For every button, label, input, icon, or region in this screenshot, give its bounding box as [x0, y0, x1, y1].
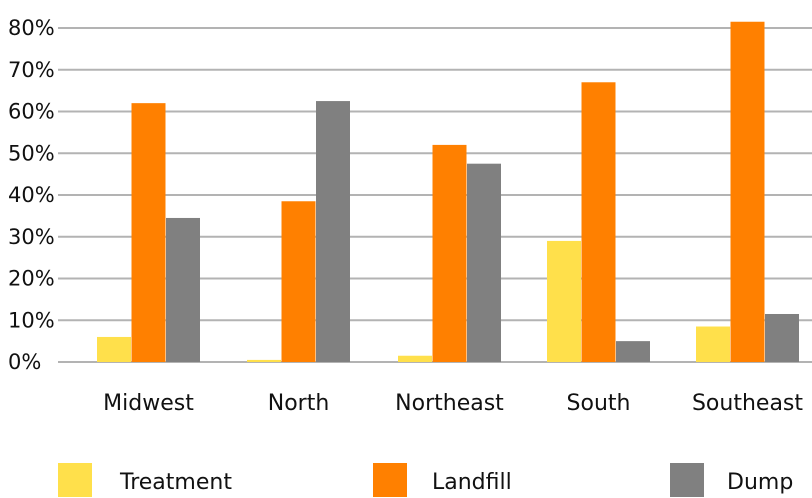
y-tick-label: 40% [8, 183, 55, 207]
y-tick-label: 10% [8, 308, 55, 332]
y-tick-label: 30% [8, 225, 55, 249]
bar-treatment-northeast [398, 355, 432, 362]
bar-landfill-south [581, 82, 616, 363]
bar-landfill-north [281, 201, 316, 362]
legend-label-landfill: Landfill [432, 470, 512, 495]
x-axis-category-labels: Midwest North Northeast South Southeast [103, 391, 803, 416]
bar-treatment-southeast [696, 326, 730, 362]
legend-label-dump: Dump [727, 470, 793, 495]
bar-landfill-southeast [730, 21, 765, 363]
x-category-label: Southeast [692, 391, 803, 416]
x-category-label: North [268, 391, 330, 416]
y-tick-label: 80% [8, 16, 55, 40]
y-tick-label: 20% [8, 267, 55, 291]
x-category-label: Northeast [395, 391, 504, 416]
bar-landfill-northeast [432, 144, 467, 362]
y-tick-label: 0% [8, 350, 41, 374]
bar-treatment-midwest [97, 336, 131, 362]
bar-dump-north [316, 101, 350, 362]
bar-dump-northeast [467, 163, 501, 362]
bar-dump-midwest [166, 217, 200, 362]
x-category-label: South [567, 391, 631, 416]
bar-treatment-north [247, 359, 281, 362]
legend-label-treatment: Treatment [119, 470, 232, 495]
bar-dump-southeast [765, 313, 799, 362]
bar-landfill-midwest [131, 103, 166, 363]
y-tick-label: 60% [8, 100, 55, 124]
legend: Treatment Landfill Dump [58, 463, 793, 497]
y-tick-label: 50% [8, 141, 55, 165]
legend-swatch-treatment [58, 463, 92, 497]
y-tick-label: 70% [8, 58, 55, 82]
bar-dump-south [616, 341, 650, 362]
y-axis-tick-labels: 0% 10% 20% 30% 40% 50% 60% 70% 80% [8, 16, 55, 374]
legend-swatch-landfill [373, 463, 407, 497]
x-category-label: Midwest [103, 391, 194, 416]
bars [97, 21, 799, 363]
bar-treatment-south [547, 240, 581, 362]
legend-swatch-dump [670, 463, 704, 497]
